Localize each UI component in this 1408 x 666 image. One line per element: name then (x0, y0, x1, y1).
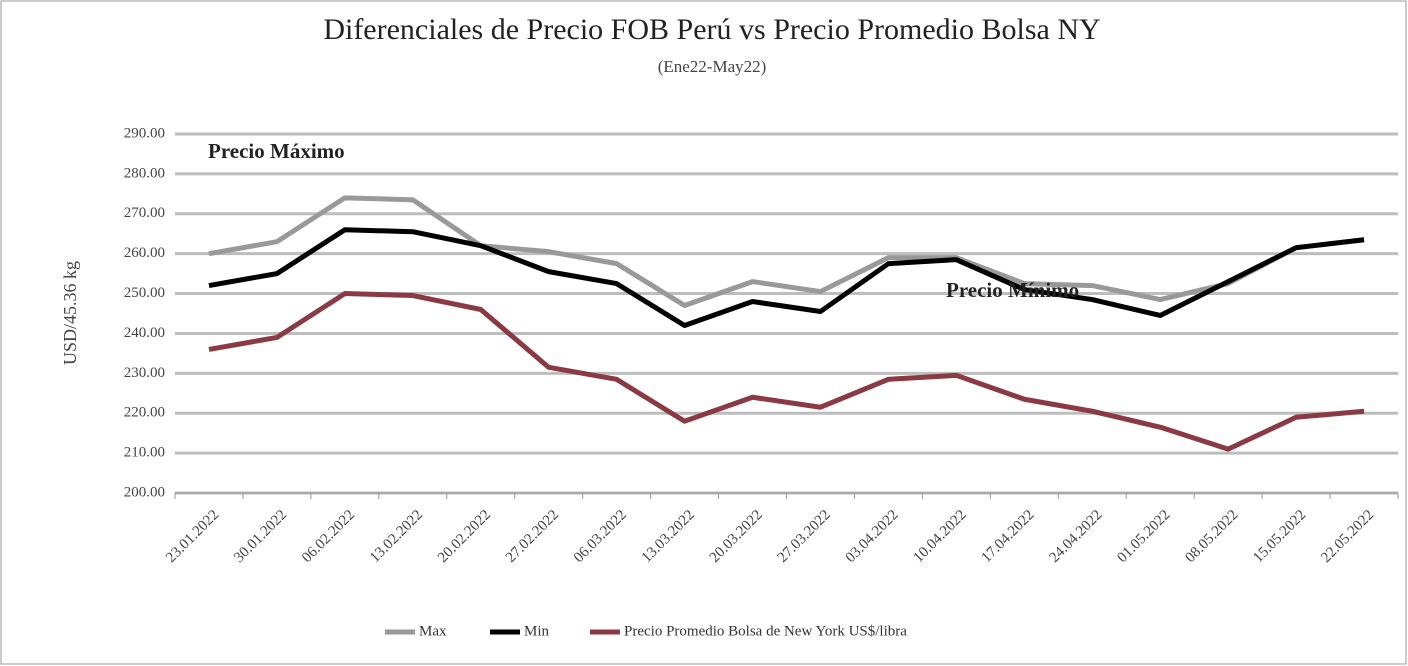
chart-subtitle: (Ene22-May22) (658, 57, 767, 76)
x-tick-label: 13.02.2022 (367, 507, 426, 566)
y-tick-label: 220.00 (124, 405, 165, 421)
y-tick-label: 250.00 (124, 285, 165, 301)
x-tick-label: 17.04.2022 (979, 507, 1038, 566)
annotation: Precio Mínimo (946, 278, 1079, 302)
series-line (208, 195, 1365, 309)
legend-label: Precio Promedio Bolsa de New York US$/li… (624, 623, 907, 639)
y-tick-label: 270.00 (124, 205, 165, 221)
x-tick-label: 13.03.2022 (639, 507, 698, 566)
x-tick-label: 27.03.2022 (775, 507, 834, 566)
x-tick-label: 01.05.2022 (1114, 507, 1173, 566)
y-tick-label: 260.00 (124, 245, 165, 261)
x-tick-label: 06.02.2022 (299, 507, 358, 566)
y-tick-label: 280.00 (124, 165, 165, 181)
x-tick-label: 06.03.2022 (571, 507, 630, 566)
x-tick-label: 24.04.2022 (1046, 507, 1105, 566)
x-tick-label: 22.05.2022 (1318, 507, 1377, 566)
legend-label: Max (419, 623, 447, 639)
x-tick-label: 10.04.2022 (911, 507, 970, 566)
chart-title: Diferenciales de Precio FOB Perú vs Prec… (323, 13, 1100, 46)
x-tick-label: 27.02.2022 (503, 507, 562, 566)
annotation: Precio Máximo (208, 139, 345, 163)
y-axis-label: USD/45.36 kg (60, 261, 80, 365)
y-tick-label: 240.00 (124, 325, 165, 341)
x-tick-label: 03.04.2022 (843, 507, 902, 566)
y-tick-label: 230.00 (124, 365, 165, 381)
legend-label: Min (524, 623, 550, 639)
series-line (208, 227, 1365, 328)
x-tick-label: 23.01.2022 (163, 507, 222, 566)
y-tick-label: 200.00 (124, 484, 165, 500)
x-tick-label: 20.02.2022 (435, 507, 494, 566)
x-tick-label: 20.03.2022 (707, 507, 766, 566)
x-tick-label: 08.05.2022 (1182, 507, 1241, 566)
y-tick-label: 290.00 (124, 125, 165, 141)
x-tick-label: 30.01.2022 (231, 507, 290, 566)
y-tick-label: 210.00 (124, 445, 165, 461)
x-tick-label: 15.05.2022 (1250, 507, 1309, 566)
series-line (208, 291, 1365, 452)
